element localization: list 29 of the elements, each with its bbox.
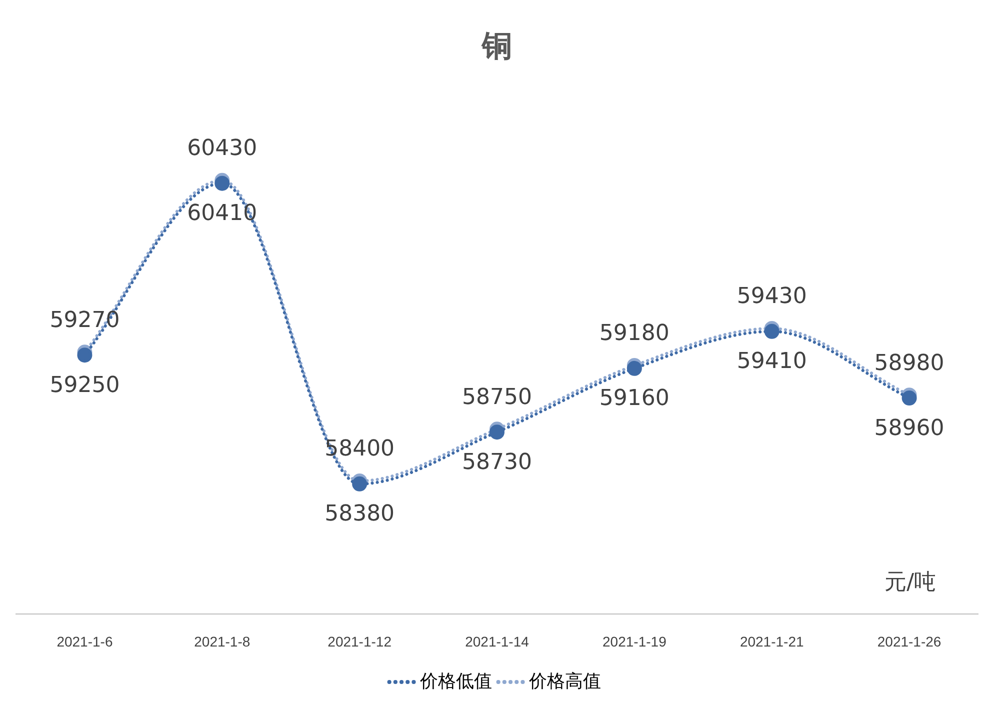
data-label: 59430 xyxy=(736,284,807,310)
point xyxy=(214,176,230,191)
x-tick-label: 2021-1-19 xyxy=(602,633,667,650)
data-label: 58380 xyxy=(324,502,395,527)
point xyxy=(764,324,780,339)
data-label: 58750 xyxy=(462,384,532,410)
x-tick-label: 2021-1-12 xyxy=(328,633,392,650)
data-label: 60430 xyxy=(187,136,258,162)
point xyxy=(77,348,92,363)
x-tick-label: 2021-1-21 xyxy=(740,633,804,650)
data-label: 59160 xyxy=(599,386,670,412)
data-label: 58980 xyxy=(874,350,944,376)
point xyxy=(902,390,917,406)
data-label: 58960 xyxy=(874,416,944,441)
data-label: 59410 xyxy=(736,349,807,374)
text: 元/吨 xyxy=(884,570,936,595)
x-tick-label: 2021-1-14 xyxy=(465,633,530,650)
point xyxy=(352,476,368,492)
legend-label: 价格高值 xyxy=(528,670,601,691)
x-tick-label: 2021-1-26 xyxy=(877,633,942,650)
data-label: 58730 xyxy=(462,450,532,475)
data-label: 59180 xyxy=(599,321,670,346)
data-label: 59250 xyxy=(50,372,120,398)
x-tick-label: 2021-1-6 xyxy=(56,633,113,650)
point xyxy=(626,360,642,376)
point xyxy=(490,424,504,440)
legend-label: 价格低值 xyxy=(419,670,492,691)
chart-title: 铜 xyxy=(481,28,512,64)
x-tick-label: 2021-1-8 xyxy=(194,633,250,650)
